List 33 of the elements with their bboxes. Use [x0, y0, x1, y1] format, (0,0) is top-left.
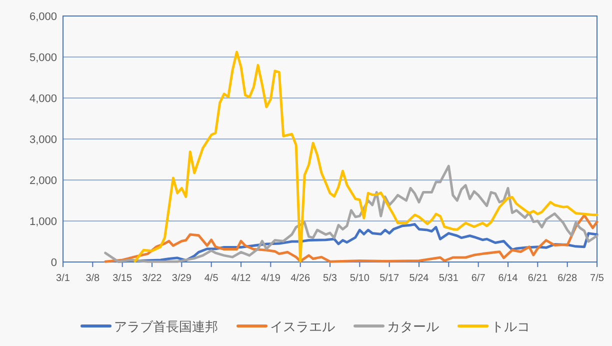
legend-label: イスラエル	[270, 319, 335, 334]
y-tick-label: 1,000	[29, 216, 57, 228]
x-tick-label: 3/1	[56, 273, 70, 284]
line-series	[104, 214, 598, 263]
x-tick-label: 3/22	[142, 273, 162, 284]
x-tick-label: 5/17	[380, 273, 400, 284]
y-tick-label: 6,000	[29, 11, 57, 23]
y-tick-label: 4,000	[29, 93, 57, 105]
x-tick-label: 4/19	[260, 273, 281, 284]
x-tick-label: 5/10	[350, 273, 370, 284]
line-series	[104, 164, 598, 263]
y-tick-label: 5,000	[29, 52, 57, 64]
legend-label: アラブ首長国連邦	[114, 319, 218, 334]
x-tick-label: 6/14	[498, 273, 518, 284]
x-tick-label: 3/8	[86, 273, 100, 284]
x-tick-label: 4/5	[204, 273, 219, 284]
x-tick-label: 3/15	[112, 273, 132, 284]
x-tick-label: 6/28	[558, 273, 578, 284]
x-tick-label: 4/26	[290, 273, 310, 284]
x-tick-label: 5/24	[409, 273, 430, 284]
x-tick-label: 5/31	[438, 273, 459, 284]
x-tick-label: 4/12	[231, 273, 252, 284]
x-tick-label: 5/3	[323, 273, 338, 284]
x-tick-label: 3/29	[172, 273, 192, 284]
y-tick-label: 3,000	[29, 134, 57, 146]
legend-label: トルコ	[491, 319, 530, 334]
legend-label: カタール	[387, 319, 439, 334]
x-tick-label: 6/7	[471, 273, 486, 284]
y-tick-label: 2,000	[29, 175, 57, 187]
x-tick-label: 6/21	[528, 273, 548, 284]
x-tick-label: 7/5	[590, 273, 604, 284]
y-tick-label: 0	[50, 257, 57, 269]
line-series	[134, 50, 598, 262]
